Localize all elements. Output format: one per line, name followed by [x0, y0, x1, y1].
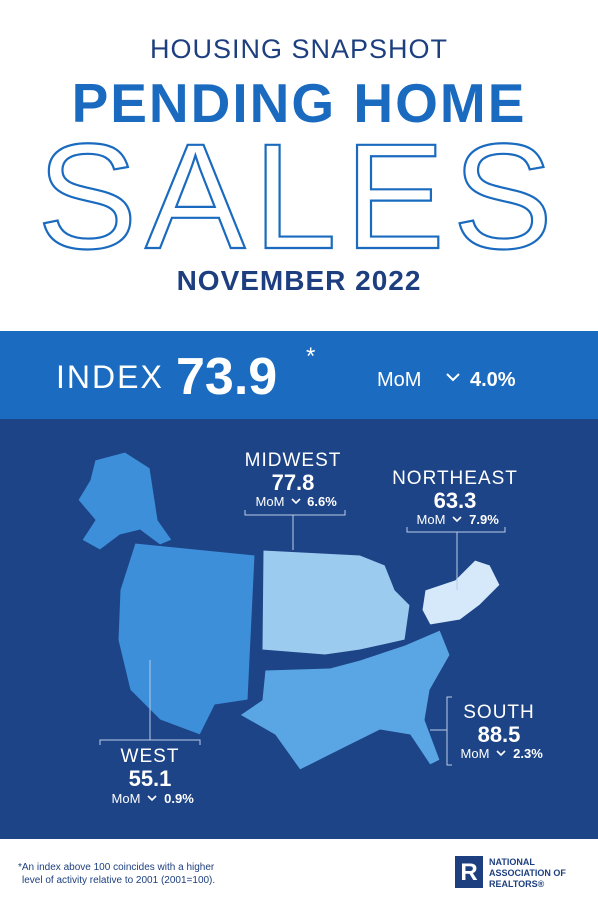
region-labels: MIDWEST 77.8 MoM 6.6% NORTHEAST 63.3 MoM…	[112, 450, 544, 806]
region-value: 63.3	[434, 488, 477, 513]
region-name: MIDWEST	[245, 450, 342, 471]
region-mom-label: MoM	[417, 512, 446, 527]
midwest-region	[261, 549, 411, 656]
kicker: HOUSING SNAPSHOT	[150, 34, 448, 64]
alaska	[77, 451, 173, 551]
region-mom: 2.3%	[513, 746, 543, 761]
region-mom: 6.6%	[307, 494, 337, 509]
logo-text: REALTORS®	[489, 879, 545, 889]
region-mom-label: MoM	[112, 791, 141, 806]
region-value: 77.8	[272, 470, 315, 495]
region-value: 55.1	[129, 766, 172, 791]
asterisk: *	[306, 343, 315, 370]
title: PENDING HOME	[72, 72, 527, 134]
us-map	[77, 451, 501, 771]
title-sales: SALES	[37, 112, 561, 280]
leader-lines	[99, 510, 506, 766]
index-value: 73.9	[176, 348, 277, 406]
footnote: *An index above 100 coincides with a hig…	[18, 862, 215, 873]
west-region	[117, 542, 256, 736]
region-mom: 7.9%	[469, 512, 499, 527]
region-mom-label: MoM	[256, 494, 285, 509]
region-name: SOUTH	[463, 702, 535, 723]
region-name: NORTHEAST	[392, 468, 518, 489]
date: NOVEMBER 2022	[177, 265, 422, 296]
logo-mark	[455, 856, 483, 888]
index-band	[0, 331, 598, 419]
region-name: WEST	[121, 746, 180, 767]
region-mom-label: MoM	[461, 746, 490, 761]
logo-letter: R	[460, 859, 477, 886]
down-chevron	[446, 373, 460, 382]
mom-label: MoM	[377, 369, 421, 391]
mom-value: 4.0%	[470, 369, 516, 391]
logo-text: ASSOCIATION OF	[489, 868, 566, 878]
footnote: level of activity relative to 2001 (2001…	[22, 875, 215, 886]
region-mom: 0.9%	[164, 791, 194, 806]
index-label: INDEX	[56, 359, 164, 395]
region-value: 88.5	[478, 722, 521, 747]
logo-text: NATIONAL	[489, 857, 535, 867]
south-region	[239, 629, 451, 771]
northeast-region	[421, 559, 501, 626]
